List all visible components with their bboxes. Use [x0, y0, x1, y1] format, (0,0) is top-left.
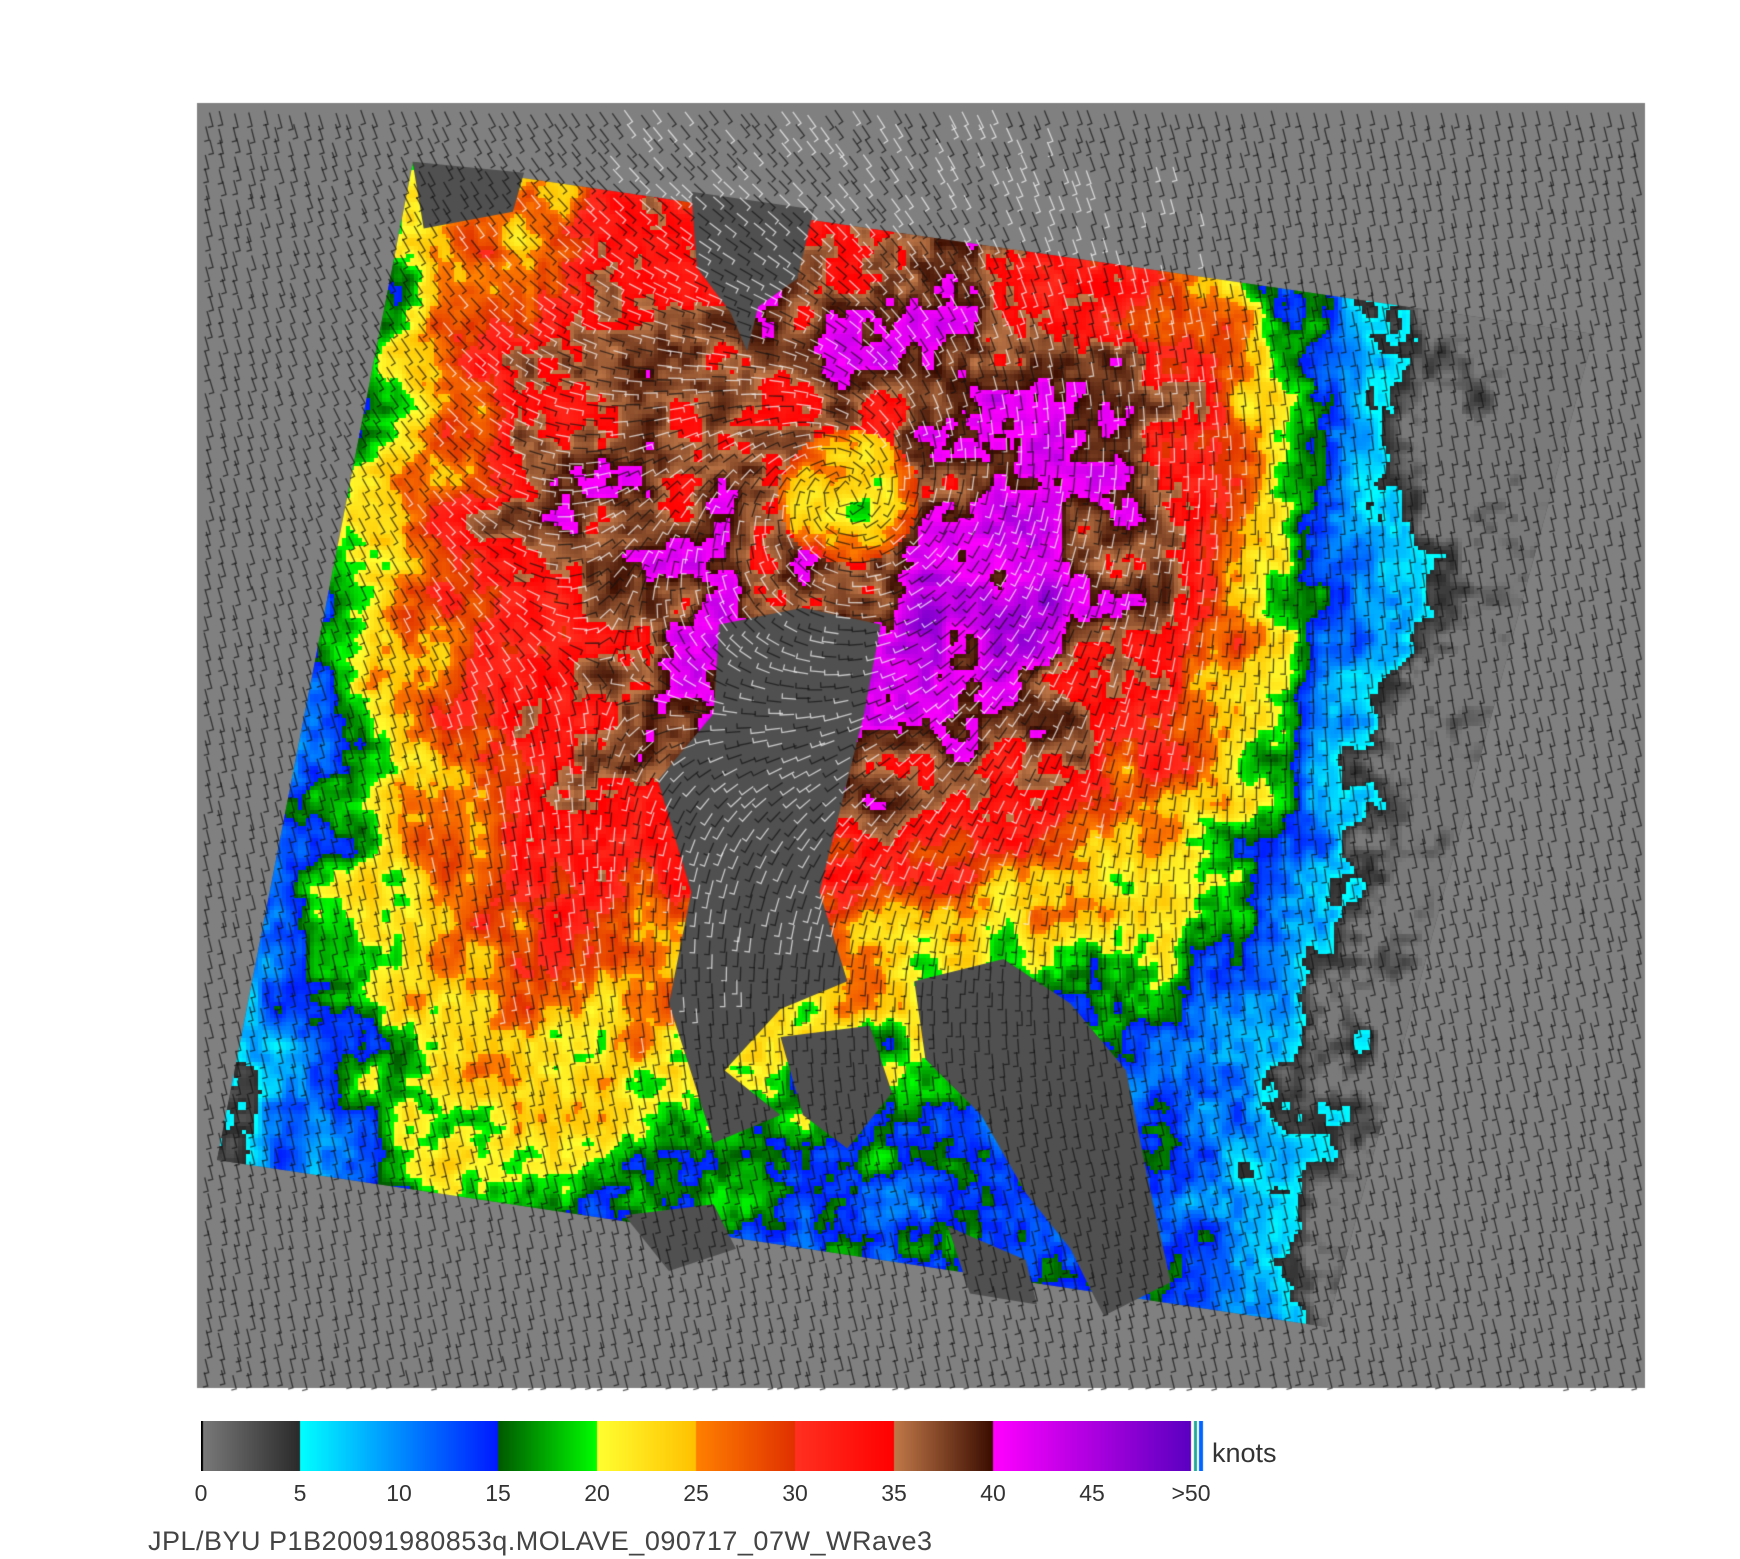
colorbar-tick-label: 45: [1079, 1480, 1105, 1506]
colorbar-tick-label: 40: [980, 1480, 1006, 1506]
colorbar-tick-label: 5: [293, 1480, 307, 1506]
colorbar: [201, 1421, 1205, 1471]
colorbar-tick-label: 15: [485, 1480, 511, 1506]
colorbar-tick-label: 0: [194, 1480, 208, 1506]
colorbar-tick-label: 25: [683, 1480, 709, 1506]
colorbar-units-label: knots: [1212, 1438, 1277, 1468]
wind-speed-map: [0, 0, 1740, 1420]
colorbar-tick-label: 20: [584, 1480, 610, 1506]
colorbar-tick-label: 30: [782, 1480, 808, 1506]
colorbar-tick-label: 10: [386, 1480, 412, 1506]
colorbar-tick-label: 35: [881, 1480, 907, 1506]
colorbar-tick-label: >50: [1171, 1480, 1211, 1506]
image-caption: JPL/BYU P1B20091980853q.MOLAVE_090717_07…: [148, 1526, 933, 1556]
